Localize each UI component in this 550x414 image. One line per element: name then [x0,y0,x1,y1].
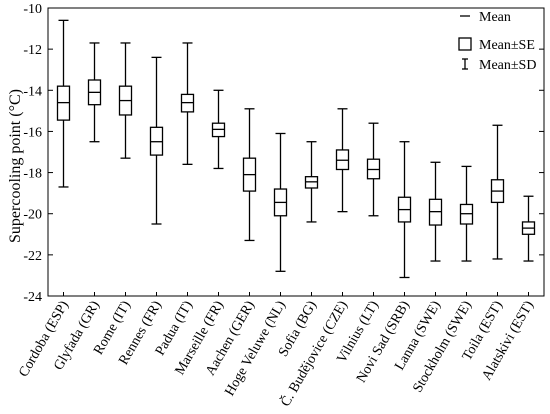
legend-item-whisker: Mean±SD [462,58,536,73]
box-10 [335,108,350,296]
y-axis-label: Supercooling point (°C) [7,89,24,243]
legend-label: Mean±SE [479,38,535,53]
box-9 [304,141,319,296]
y-tick-label: -12 [23,43,42,58]
box-14 [459,165,474,296]
y-tick-label: -20 [23,208,42,223]
legend-label: Mean±SD [479,58,536,73]
box-16 [521,195,536,296]
x-axis-tick-labels: Cordoba (ESP)Glyfada (GR)Rome (IT)Rennes… [16,297,537,409]
y-tick-label: -14 [23,84,42,99]
box-13 [428,161,443,296]
box-12 [397,141,412,296]
y-tick-label: -18 [23,167,42,182]
box-11 [366,122,381,296]
legend-label: Mean [479,10,511,25]
legend: Mean Mean±SE Mean±SD [458,10,536,73]
y-tick-label: -16 [23,125,42,140]
legend-se-symbol [458,37,472,51]
plot-frame [47,7,545,297]
box-8 [273,132,288,296]
box-7 [242,108,257,296]
box-2 [87,42,102,296]
legend-item-line: Mean [460,10,511,25]
box-series [56,19,536,296]
box-15 [490,124,505,296]
y-tick-label: -24 [23,290,42,305]
y-tick-label: -22 [23,249,42,264]
plot-axes [47,7,545,297]
y-tick-label: -10 [23,2,42,17]
box-6 [211,89,226,296]
box-5 [180,42,195,296]
y-axis-ticks: -24 -22 -20 -18 -16 -14 -12 -10 [23,2,544,305]
box-4 [149,56,164,296]
legend-item-box: Mean±SE [458,37,535,53]
box-1 [56,19,71,296]
box-3 [118,42,133,296]
